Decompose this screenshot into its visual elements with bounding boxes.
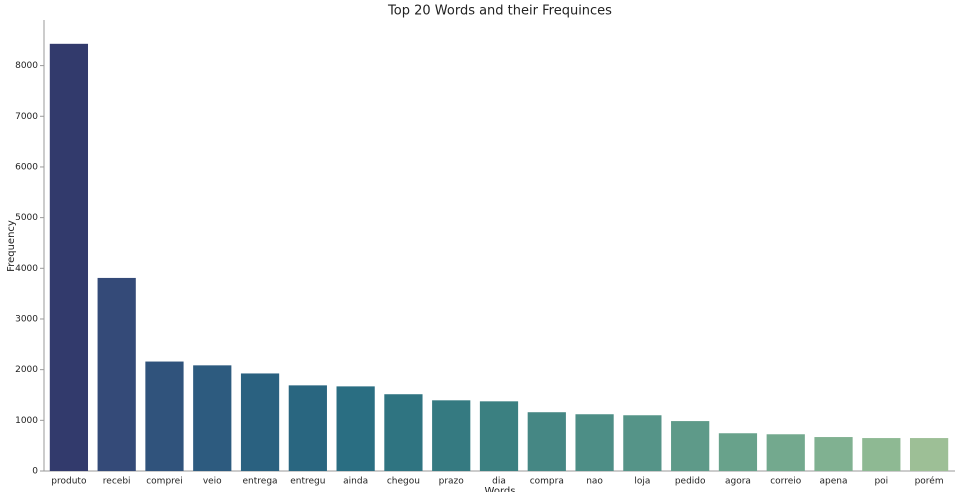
x-tick-label: porém: [915, 476, 944, 487]
x-tick-label: entregu: [290, 477, 325, 487]
x-tick-label: chegou: [387, 477, 420, 487]
x-tick-label: correio: [770, 477, 802, 487]
bar: [909, 438, 949, 471]
bar: [384, 394, 423, 471]
bar: [623, 415, 662, 471]
bar: [97, 277, 136, 471]
x-tick-label: agora: [725, 477, 751, 487]
x-tick-label: produto: [51, 477, 87, 487]
x-tick-label: nao: [586, 477, 603, 487]
y-tick-label: 0: [32, 467, 38, 477]
x-tick-label: pedido: [675, 477, 706, 487]
bar: [288, 385, 327, 471]
x-tick-label: poi: [874, 477, 888, 487]
y-axis-label: Frequency: [6, 220, 17, 272]
bar: [193, 365, 232, 471]
chart-title: Top 20 Words and their Frequinces: [387, 4, 612, 19]
y-tick-label: 7000: [15, 112, 38, 122]
bar: [527, 412, 566, 471]
x-tick-label: recebi: [103, 477, 131, 487]
bar: [671, 421, 710, 471]
x-tick-label: prazo: [439, 477, 465, 487]
bar: [432, 400, 471, 471]
bar: [718, 433, 758, 471]
x-tick-label: dia: [492, 477, 506, 487]
bar: [766, 434, 805, 471]
y-tick-label: 8000: [15, 61, 38, 71]
y-tick-label: 1000: [15, 416, 38, 426]
bar: [575, 414, 614, 471]
x-axis-label: Words: [485, 486, 516, 492]
x-tick-label: compra: [530, 477, 564, 487]
bar: [240, 373, 280, 471]
bar: [49, 43, 89, 471]
bar: [336, 386, 375, 471]
bar: [145, 361, 184, 471]
y-tick-label: 4000: [15, 264, 38, 274]
y-tick-label: 2000: [15, 365, 38, 375]
y-tick-label: 6000: [15, 162, 38, 172]
x-tick-label: comprei: [146, 477, 182, 487]
bar: [814, 437, 853, 471]
x-tick-label: ainda: [343, 477, 368, 487]
x-tick-label: entrega: [243, 477, 278, 487]
x-tick-label: veio: [203, 477, 222, 487]
bar: [479, 401, 519, 471]
y-tick-label: 3000: [15, 314, 38, 324]
x-tick-label: apena: [820, 477, 848, 487]
x-tick-label: loja: [634, 477, 650, 487]
bar: [862, 438, 901, 471]
y-tick-label: 5000: [15, 213, 38, 223]
